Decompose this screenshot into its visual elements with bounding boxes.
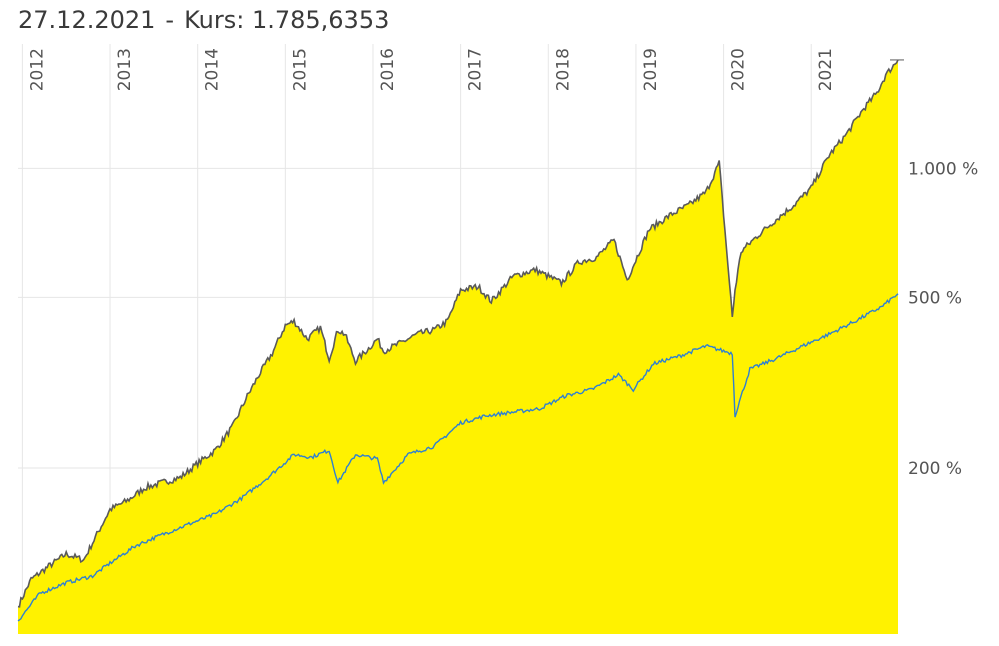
x-tick-label-2017: 2017	[466, 48, 486, 91]
benchmark-series-line	[17, 293, 899, 622]
x-tick-label-2015: 2015	[290, 48, 310, 91]
main-series-line	[17, 59, 899, 608]
x-tick-label-2016: 2016	[378, 48, 398, 91]
area-series-fill	[18, 59, 898, 634]
y-tick-label-1000: 1.000 %	[908, 159, 978, 179]
y-tick-label-200: 200 %	[908, 459, 962, 479]
x-tick-label-2020: 2020	[729, 48, 749, 91]
x-tick-label-2021: 2021	[816, 48, 836, 91]
x-tick-label-2019: 2019	[641, 48, 661, 91]
x-tick-label-2012: 2012	[27, 48, 47, 91]
header-date: 27.12.2021	[18, 6, 156, 34]
header-price-label: Kurs:	[184, 6, 245, 34]
chart-header: 27.12.2021- Kurs: 1.785,6353	[18, 6, 389, 34]
x-tick-label-2013: 2013	[115, 48, 135, 91]
x-tick-label-2018: 2018	[553, 48, 573, 91]
y-tick-label-500: 500 %	[908, 288, 962, 308]
header-price-value: 1.785,6353	[251, 6, 390, 34]
header-separator: -	[165, 6, 175, 34]
x-tick-label-2014: 2014	[203, 48, 223, 91]
